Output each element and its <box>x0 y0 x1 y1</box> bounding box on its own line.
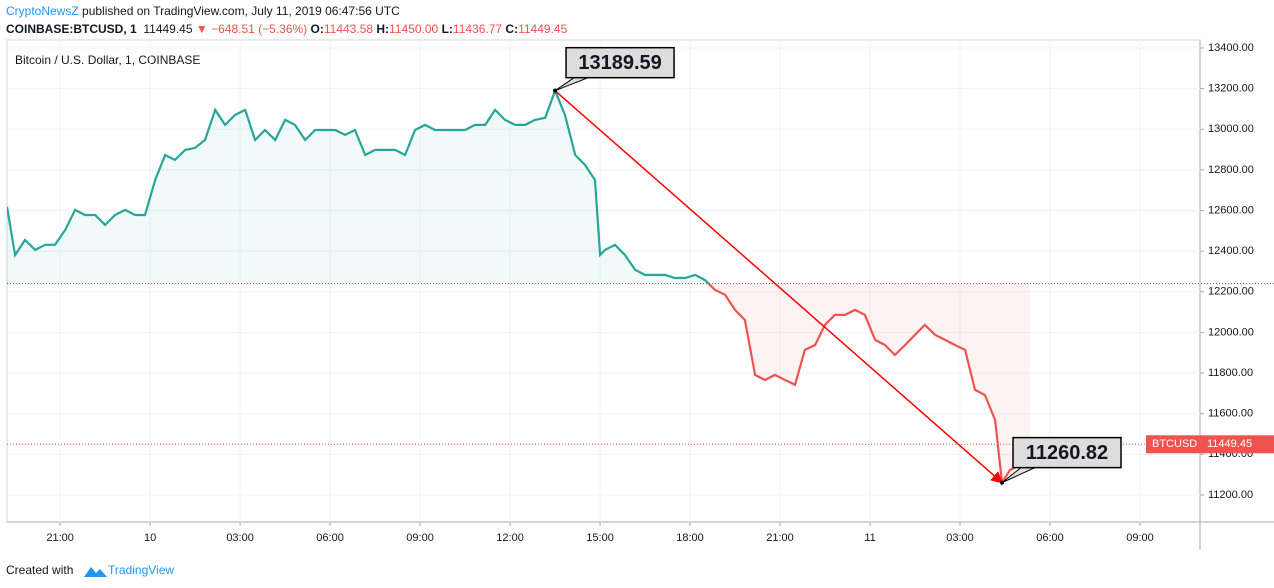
created: Created with <box>6 563 73 577</box>
legend: Bitcoin / U.S. Dollar, 1, COINBASE <box>15 53 200 67</box>
x-tick-label: 03:00 <box>226 532 254 544</box>
l-value: 11436.77 <box>452 22 503 36</box>
published: published on TradingView.com, July 11, 2… <box>82 4 400 18</box>
change: −648.51 (−5.36%) <box>211 22 308 36</box>
y-tick-label: 11600.00 <box>1208 408 1253 420</box>
x-tick-label: 21:00 <box>766 532 794 544</box>
line-above <box>7 87 711 284</box>
y-tick-label: 11200.00 <box>1208 489 1253 501</box>
area-below <box>7 283 1030 483</box>
y-tick-label: 12000.00 <box>1208 326 1254 338</box>
annotation-point <box>553 88 558 93</box>
publish-line: CryptoNewsZ published on TradingView.com… <box>6 4 400 18</box>
x-tick-label: 12:00 <box>496 532 524 544</box>
x-tick-label: 06:00 <box>1036 532 1064 544</box>
logo <box>84 567 107 577</box>
callout-box <box>565 46 675 79</box>
annotation-point <box>1000 480 1005 485</box>
y-tick-label: 13400.00 <box>1208 42 1254 54</box>
ohlc-line: COINBASE:BTCUSD, 1 11449.45 ▼ −648.51 (−… <box>6 22 567 36</box>
trend-arrow <box>554 90 1004 484</box>
price-tag <box>1146 435 1274 454</box>
x-tick-label: 15:00 <box>586 532 614 544</box>
x-tick-label: 21:00 <box>46 532 74 544</box>
brand[interactable]: TradingView <box>108 563 174 577</box>
y-tick-label: 12400.00 <box>1208 245 1254 257</box>
author[interactable]: CryptoNewsZ <box>6 4 79 18</box>
x-tick-label: 11 <box>864 532 875 544</box>
price-tag-name: BTCUSD <box>1152 438 1197 450</box>
y-tick-label: 12200.00 <box>1208 286 1254 298</box>
x-tick-label: 10 <box>144 532 156 544</box>
direction: ▼ <box>195 22 208 36</box>
o-label: O: <box>310 22 324 36</box>
last: 11449.45 <box>143 22 193 36</box>
callout-box <box>1012 436 1122 469</box>
callout-label: 11260.82 <box>1026 442 1108 464</box>
x-tick-label: 06:00 <box>316 532 344 544</box>
h-value: 11450.00 <box>389 22 439 36</box>
x-tick-label: 18:00 <box>676 532 704 544</box>
c-label: C: <box>505 22 519 36</box>
o-value: 11443.58 <box>323 22 374 36</box>
price-tag-value: 11449.45 <box>1207 438 1252 450</box>
line-below <box>707 283 1031 486</box>
x-tick-label: 09:00 <box>1126 532 1154 544</box>
callout-label: 13189.59 <box>578 52 661 74</box>
x-tick-label: 03:00 <box>946 532 974 544</box>
l-label: L: <box>441 22 453 36</box>
h-label: H: <box>376 22 390 36</box>
y-tick-label: 13000.00 <box>1208 123 1254 135</box>
area-above <box>7 90 709 284</box>
y-tick-label: 12600.00 <box>1208 204 1254 216</box>
y-tick-label: 13200.00 <box>1208 82 1254 94</box>
y-tick-label: 12800.00 <box>1208 164 1254 176</box>
c-value: 11449.45 <box>518 22 568 36</box>
x-tick-label: 09:00 <box>406 532 434 544</box>
y-tick-label: 11800.00 <box>1208 367 1253 379</box>
symbol: COINBASE:BTCUSD, 1 <box>6 22 137 36</box>
